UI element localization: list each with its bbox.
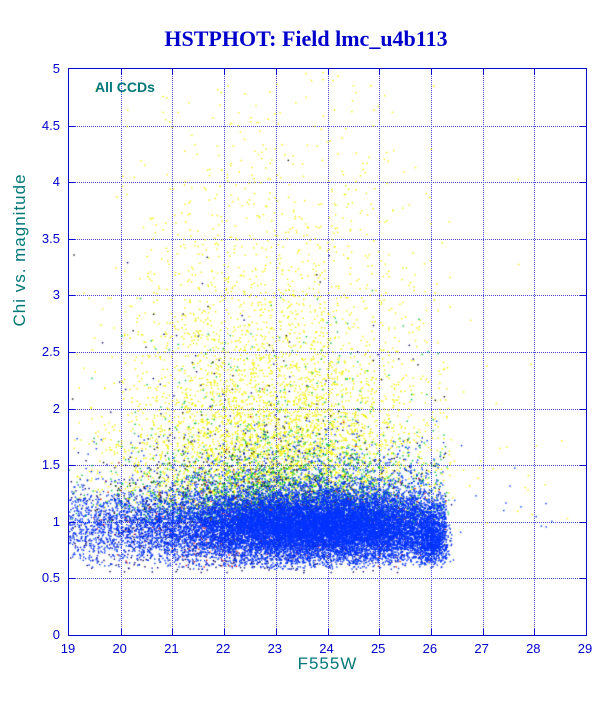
y-tick-label: 0.5	[41, 570, 60, 586]
y-tick-mark	[580, 352, 586, 353]
y-tick-label: 3	[52, 287, 60, 303]
x-tick-mark	[120, 629, 122, 635]
y-axis-title: Chi vs. magnitude	[10, 173, 29, 327]
y-tick-mark	[69, 238, 75, 240]
y-tick-label: 5	[52, 61, 60, 76]
chart-title: HSTPHOT: Field lmc_u4b113	[164, 26, 448, 51]
y-tick-mark	[580, 521, 586, 523]
annotation-all-ccds: All CCDs	[95, 79, 155, 95]
y-tick-label: 4	[52, 174, 60, 190]
y-tick-mark	[580, 238, 586, 240]
x-tick-label: 28	[526, 641, 541, 656]
y-tick-mark	[69, 295, 75, 297]
x-tick-label: 25	[370, 641, 386, 656]
y-tick-mark	[580, 465, 586, 467]
x-tick-label: 26	[422, 641, 438, 656]
x-tick-mark	[482, 629, 484, 635]
x-tick-mark	[327, 69, 329, 75]
x-tick-mark	[534, 69, 536, 75]
x-tick-mark	[224, 629, 226, 635]
x-tick-mark	[379, 629, 381, 635]
y-tick-mark	[69, 465, 75, 467]
x-tick-label: 22	[215, 641, 231, 656]
x-tick-label: 19	[60, 641, 76, 656]
y-tick-label: 3.5	[41, 230, 60, 246]
y-tick-label: 1.5	[41, 457, 60, 473]
y-tick-mark	[69, 408, 75, 410]
x-tick-label: 27	[474, 641, 489, 656]
x-axis-title: F555W	[297, 654, 358, 673]
y-tick-mark	[580, 578, 586, 580]
y-tick-mark	[580, 125, 586, 127]
x-tick-label: 24	[319, 641, 334, 656]
x-tick-mark	[430, 629, 432, 635]
y-tick-mark	[580, 182, 586, 184]
y-tick-label: 4.5	[41, 117, 60, 133]
x-tick-label: 20	[112, 641, 127, 656]
x-tick-mark	[379, 69, 381, 75]
x-tick-mark	[430, 69, 432, 75]
x-tick-mark	[327, 629, 329, 635]
x-tick-label: 23	[267, 641, 283, 656]
x-tick-mark	[534, 629, 536, 635]
x-tick-mark	[482, 69, 484, 75]
x-tick-mark	[224, 69, 226, 75]
x-tick-mark	[172, 629, 174, 635]
y-tick-mark	[580, 295, 586, 297]
y-tick-mark	[69, 125, 75, 127]
y-tick-label: 1	[52, 513, 60, 529]
scatter-canvas	[69, 69, 586, 635]
x-tick-mark	[172, 69, 174, 75]
x-tick-mark	[275, 69, 277, 75]
x-tick-mark	[120, 69, 122, 75]
y-tick-label: 2	[52, 400, 60, 416]
y-tick-mark	[69, 352, 75, 353]
y-tick-mark	[69, 182, 75, 184]
x-tick-mark	[275, 629, 277, 635]
y-tick-mark	[69, 521, 75, 523]
x-tick-label: 29	[577, 641, 593, 656]
y-tick-label: 0	[52, 627, 60, 642]
y-tick-mark	[69, 578, 75, 580]
y-tick-label: 2.5	[41, 344, 60, 359]
y-tick-mark	[580, 408, 586, 410]
x-tick-label: 21	[164, 641, 179, 656]
plot-area: All CCDs	[68, 68, 587, 636]
